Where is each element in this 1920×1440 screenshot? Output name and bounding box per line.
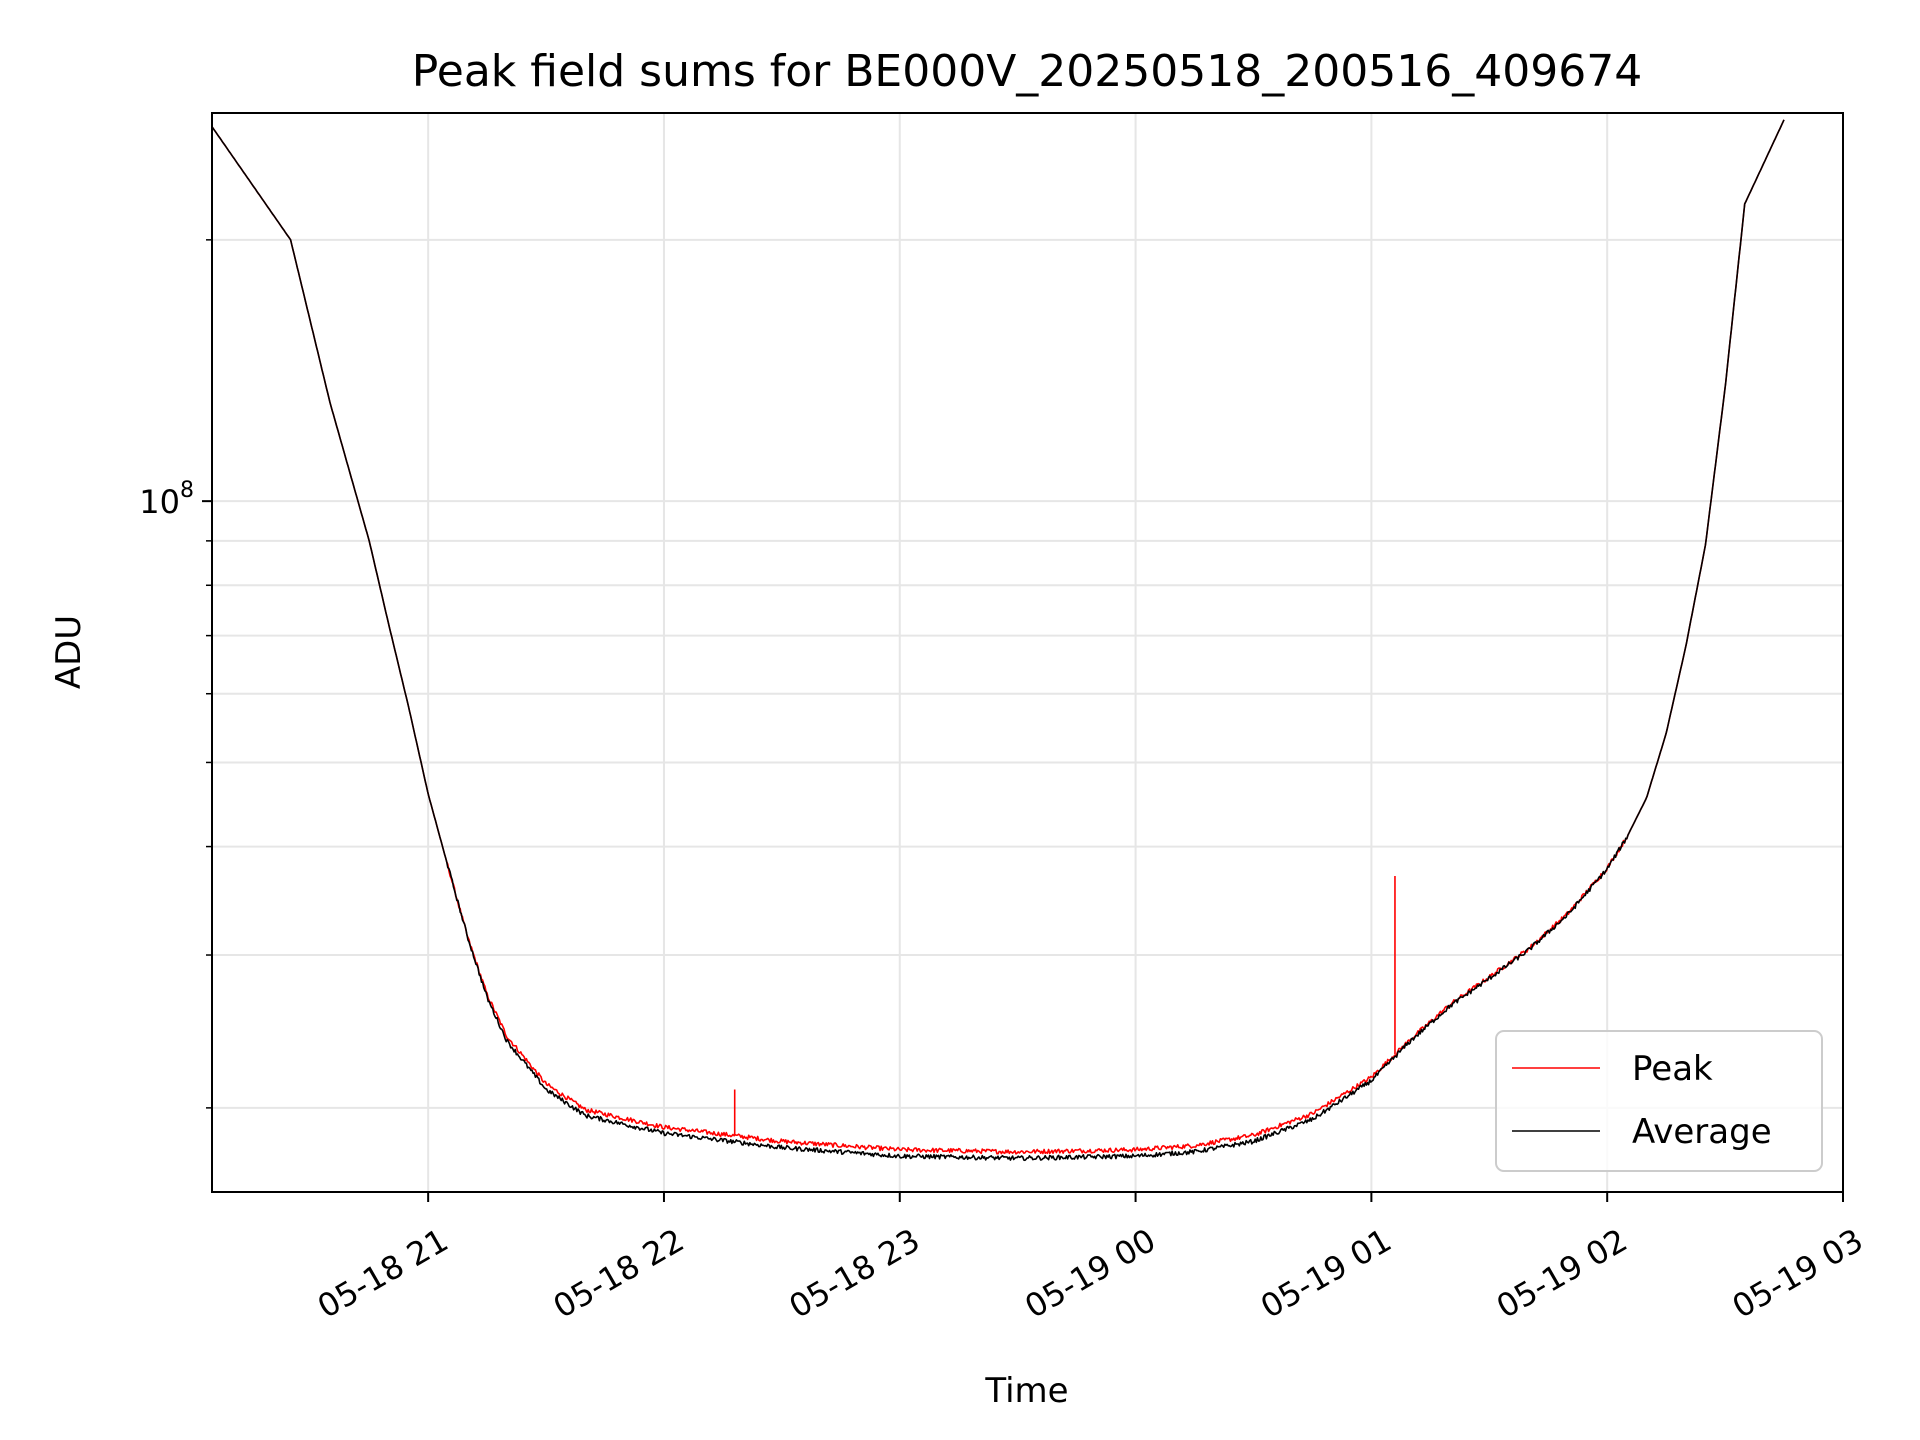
series-layer (211, 119, 1785, 1162)
plot-area-frame (211, 112, 1844, 1193)
legend-label-average: Average (1632, 1112, 1772, 1152)
chart-title: Peak field sums for BE000V_20250518_2005… (412, 46, 1642, 97)
y-tick-label: 108 (139, 478, 194, 521)
series-line-average (211, 119, 1785, 1162)
grid-lines (212, 113, 1844, 1192)
y-axis: 108 (139, 239, 212, 1109)
x-axis-label: Time (984, 1371, 1068, 1411)
legend-label-peak: Peak (1632, 1049, 1713, 1089)
legend: Peak Average (1495, 1030, 1823, 1172)
y-axis-label: ADU (49, 615, 89, 689)
legend-box (1495, 1030, 1823, 1172)
